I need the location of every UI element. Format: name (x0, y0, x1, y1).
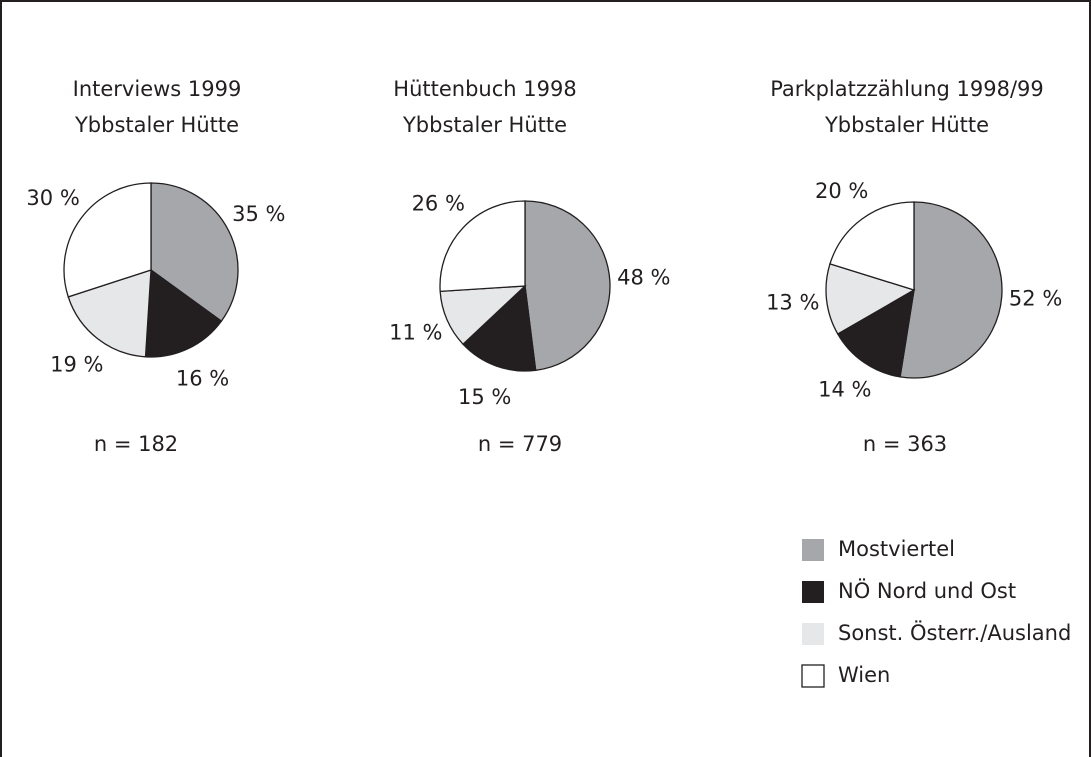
pie-subtitle: Ybbstaler Hütte (74, 113, 239, 137)
sample-size: n = 182 (94, 432, 178, 456)
pie-slice (825, 263, 916, 335)
value-label: 14 % (818, 377, 871, 401)
legend-swatch (801, 664, 825, 688)
legend-swatch (802, 623, 824, 645)
pie-title: Parkplatzzählung 1998/99 (770, 77, 1044, 101)
pie-slice (150, 182, 239, 323)
value-label: 52 % (1009, 287, 1062, 311)
pie-subtitle: Ybbstaler Hütte (824, 113, 989, 137)
value-label: 13 % (766, 291, 819, 315)
value-label: 20 % (815, 179, 868, 203)
pie-slice (439, 200, 526, 293)
value-label: 16 % (176, 366, 229, 390)
legend-swatch (802, 539, 824, 561)
legend-label: Mostviertel (838, 537, 955, 561)
pie-slice (67, 269, 152, 358)
legend-label: Wien (838, 663, 890, 687)
pie-slice (836, 288, 915, 378)
value-label: 30 % (26, 186, 79, 210)
pie-subtitle: Ybbstaler Hütte (402, 113, 567, 137)
sample-size: n = 363 (863, 432, 947, 456)
pie-slice (899, 201, 1003, 379)
value-label: 48 % (617, 266, 670, 290)
pie-title: Hüttenbuch 1998 (393, 77, 576, 101)
pie-slice (829, 201, 915, 291)
sample-size: n = 779 (478, 432, 562, 456)
pie-slice (462, 284, 537, 372)
pie-slice (63, 182, 152, 298)
legend-label: NÖ Nord und Ost (838, 578, 1016, 603)
legend-label: Sonst. Österr./Ausland (838, 620, 1071, 645)
value-label: 35 % (232, 202, 285, 226)
legend-swatch (802, 581, 824, 603)
value-label: 19 % (50, 353, 103, 377)
pie-slice (144, 268, 223, 358)
pie-title: Interviews 1999 (73, 77, 242, 101)
pie-slice (524, 200, 611, 372)
value-label: 11 % (389, 320, 442, 344)
value-label: 15 % (458, 385, 511, 409)
value-label: 26 % (412, 192, 465, 216)
